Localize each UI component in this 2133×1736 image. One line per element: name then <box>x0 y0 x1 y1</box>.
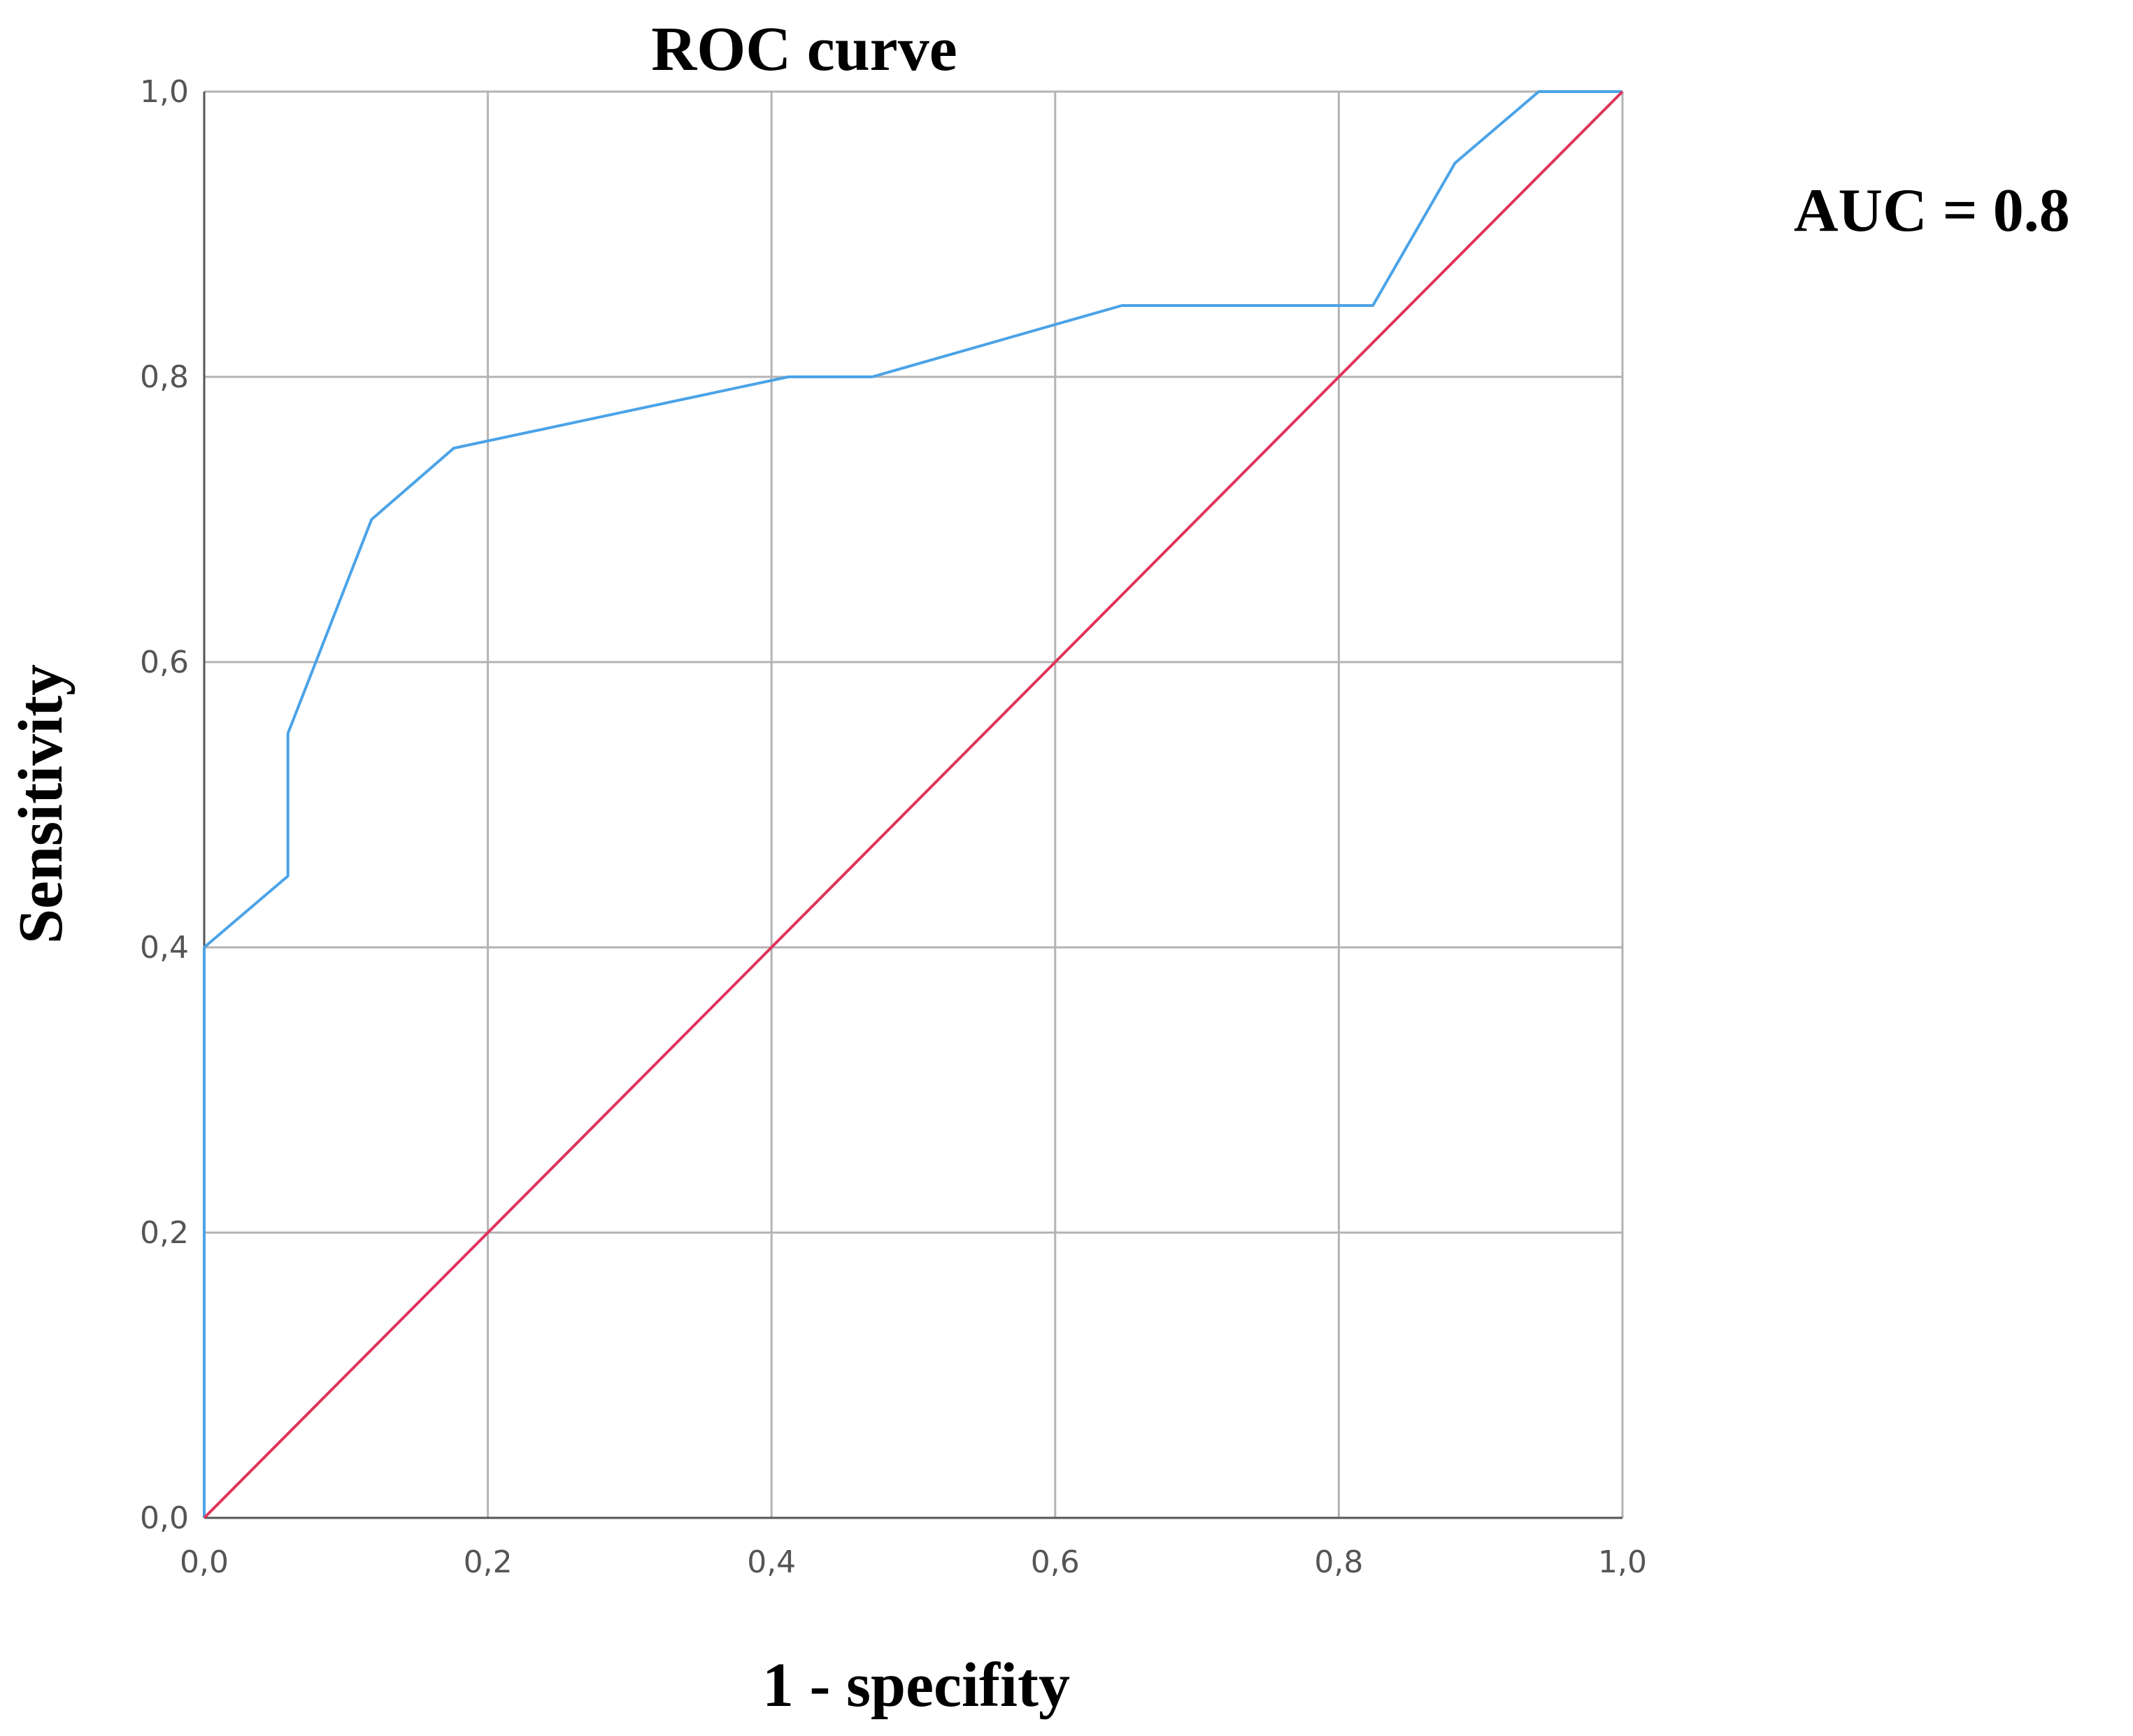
x-tick-label: 0,6 <box>1031 1544 1080 1580</box>
x-tick-label: 1,0 <box>1598 1544 1647 1580</box>
x-tick-label: 0,4 <box>747 1544 796 1580</box>
auc-annotation: AUC = 0.8 <box>1794 177 2070 245</box>
y-tick-label: 0,6 <box>140 645 189 680</box>
y-tick-label: 0,0 <box>140 1500 189 1536</box>
x-tick-label: 0,2 <box>464 1544 513 1580</box>
y-axis-label: Sensitivity <box>6 664 76 944</box>
chart-title: ROC curve <box>651 15 957 84</box>
grid <box>204 90 1624 1518</box>
roc-curve-line <box>203 90 1622 1518</box>
y-tick-label: 0,8 <box>140 359 189 395</box>
reference-diagonal-line <box>203 90 1624 1519</box>
series-lines <box>203 90 1624 1519</box>
x-axis-label: 1 - specifity <box>762 1651 1070 1720</box>
y-tick-label: 0,4 <box>140 930 189 966</box>
x-tick-label: 0,8 <box>1314 1544 1363 1580</box>
y-tick-label: 1,0 <box>140 74 189 110</box>
tick-labels: 0,0 0,2 0,4 0,6 0,8 1,0 0,0 0,2 0,4 0,6 0,8 1,0 <box>140 74 1647 1580</box>
x-tick-label: 0,0 <box>180 1544 229 1580</box>
y-tick-label: 0,2 <box>140 1215 189 1251</box>
